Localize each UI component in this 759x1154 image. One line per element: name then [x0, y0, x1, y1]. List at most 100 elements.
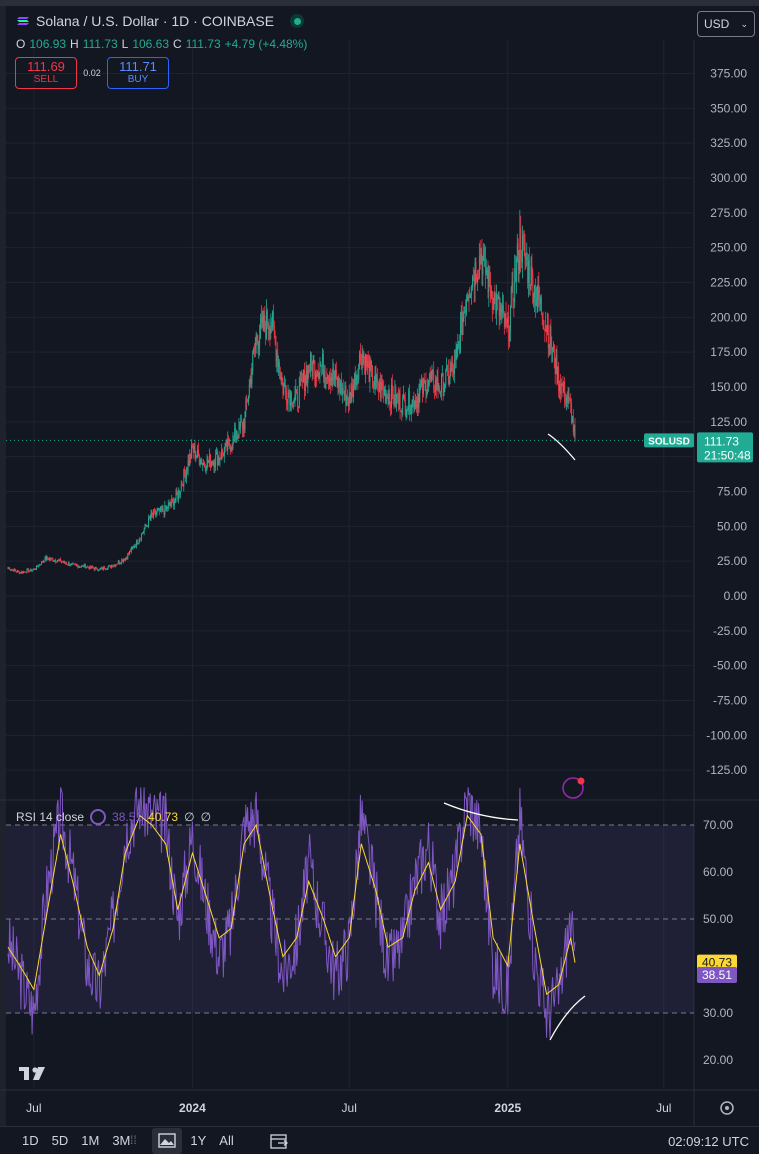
rsi-legend[interactable]: RSI 14 close 38.51 40.73 ∅ ∅ — [16, 809, 211, 825]
candle-body — [215, 454, 217, 465]
range-1m[interactable]: 1M — [81, 1133, 100, 1148]
candle-body — [545, 325, 547, 330]
candle-body — [256, 334, 258, 341]
candle-body — [328, 375, 330, 383]
candle-body — [7, 568, 9, 570]
price-tick-label: -75.00 — [713, 694, 747, 708]
candle-body — [513, 301, 515, 303]
candle-body — [137, 542, 139, 544]
tradingview-logo-icon — [19, 1067, 45, 1080]
candle-body — [421, 379, 423, 388]
drag-handle-icon[interactable]: ⁞⁞ — [130, 1133, 137, 1147]
candle-body — [53, 561, 55, 563]
candle-body — [512, 281, 514, 302]
sell-button[interactable]: 111.69 SELL — [15, 57, 77, 89]
rsi-tick-label: 60.00 — [703, 865, 733, 879]
candle-body — [56, 560, 58, 563]
candle-body — [546, 325, 548, 332]
candle-body — [94, 567, 96, 570]
time-tick-label: 2025 — [494, 1101, 521, 1115]
candle-body — [25, 572, 27, 574]
candle-body — [194, 445, 196, 459]
candle-body — [197, 449, 199, 457]
candle-body — [303, 370, 305, 382]
candle-body — [216, 452, 218, 466]
price-tick-label: 300.00 — [710, 171, 747, 185]
range-5d[interactable]: 5D — [51, 1133, 69, 1148]
date-range-icon[interactable] — [268, 1131, 290, 1151]
candle-body — [568, 394, 570, 398]
symbol-header[interactable]: Solana / U.S. Dollar · 1D · COINBASE — [16, 13, 305, 29]
candle-body — [229, 440, 230, 447]
range-buttons: 1D 5D 1M 3M 1Y All — [22, 1133, 234, 1148]
candle-body — [493, 293, 495, 310]
candle-body — [65, 562, 67, 564]
candle-body — [291, 391, 292, 406]
candle-body — [436, 377, 438, 390]
candle-body — [454, 358, 456, 360]
range-1d[interactable]: 1D — [22, 1133, 39, 1148]
candle-body — [447, 370, 449, 384]
candle-body — [241, 421, 243, 430]
image-icon[interactable] — [152, 1128, 182, 1154]
candle-body — [460, 311, 462, 325]
candle-body — [469, 296, 471, 298]
sell-label: SELL — [33, 74, 59, 85]
candle-body — [244, 411, 246, 430]
candle-body — [103, 567, 105, 570]
candle-body — [93, 568, 95, 570]
candle-body — [283, 385, 285, 395]
candle-body — [385, 394, 387, 403]
candle-body — [527, 256, 529, 283]
rsi-tick-label: 50.00 — [703, 912, 733, 926]
currency-select[interactable]: USD ⌄ — [697, 11, 755, 37]
clock-time[interactable]: 02:09:12 UTC — [668, 1134, 749, 1149]
candle-body — [530, 265, 532, 290]
range-1y[interactable]: 1Y — [190, 1133, 207, 1148]
candle-body — [369, 360, 371, 382]
candle-body — [484, 248, 486, 274]
market-status-icon[interactable] — [290, 14, 305, 28]
candle-body — [304, 381, 306, 392]
candle-body — [279, 362, 280, 373]
candle-body — [337, 377, 339, 387]
candle-body — [540, 297, 542, 304]
candle-body — [442, 373, 444, 397]
range-all[interactable]: All — [219, 1133, 234, 1148]
candle-body — [495, 295, 497, 314]
candle-body — [339, 386, 341, 393]
price-tick-label: 225.00 — [710, 276, 747, 290]
candle-body — [482, 256, 484, 275]
candle-body — [304, 370, 305, 392]
candle-body — [555, 355, 557, 374]
candle-body — [227, 438, 229, 450]
candle-body — [322, 353, 324, 378]
candle-body — [542, 318, 544, 328]
candle-body — [332, 368, 334, 382]
logo-part — [32, 1067, 38, 1073]
candle-body — [509, 331, 511, 341]
candle-body — [399, 393, 401, 412]
indicator-source-icon[interactable] — [90, 809, 107, 825]
candle-body — [438, 388, 440, 390]
candle-body — [36, 565, 38, 567]
candle-body — [111, 565, 112, 568]
candle-body — [107, 566, 109, 569]
buy-button[interactable]: 111.71 BUY — [107, 57, 169, 89]
candle-body — [366, 360, 368, 367]
candle-body — [350, 392, 352, 402]
candle-body — [266, 310, 268, 328]
candle-body — [36, 565, 37, 570]
candle-body — [434, 389, 436, 392]
candle-body — [572, 415, 574, 432]
candle-body — [105, 568, 107, 570]
candle-body — [565, 402, 567, 404]
candle-body — [302, 379, 304, 382]
candle-body — [533, 297, 535, 303]
candle-body — [198, 449, 199, 456]
ohlc-open-key: O — [16, 37, 26, 51]
candle-body — [450, 368, 452, 371]
candle-body — [182, 484, 184, 487]
range-3m[interactable]: 3M — [112, 1133, 131, 1148]
